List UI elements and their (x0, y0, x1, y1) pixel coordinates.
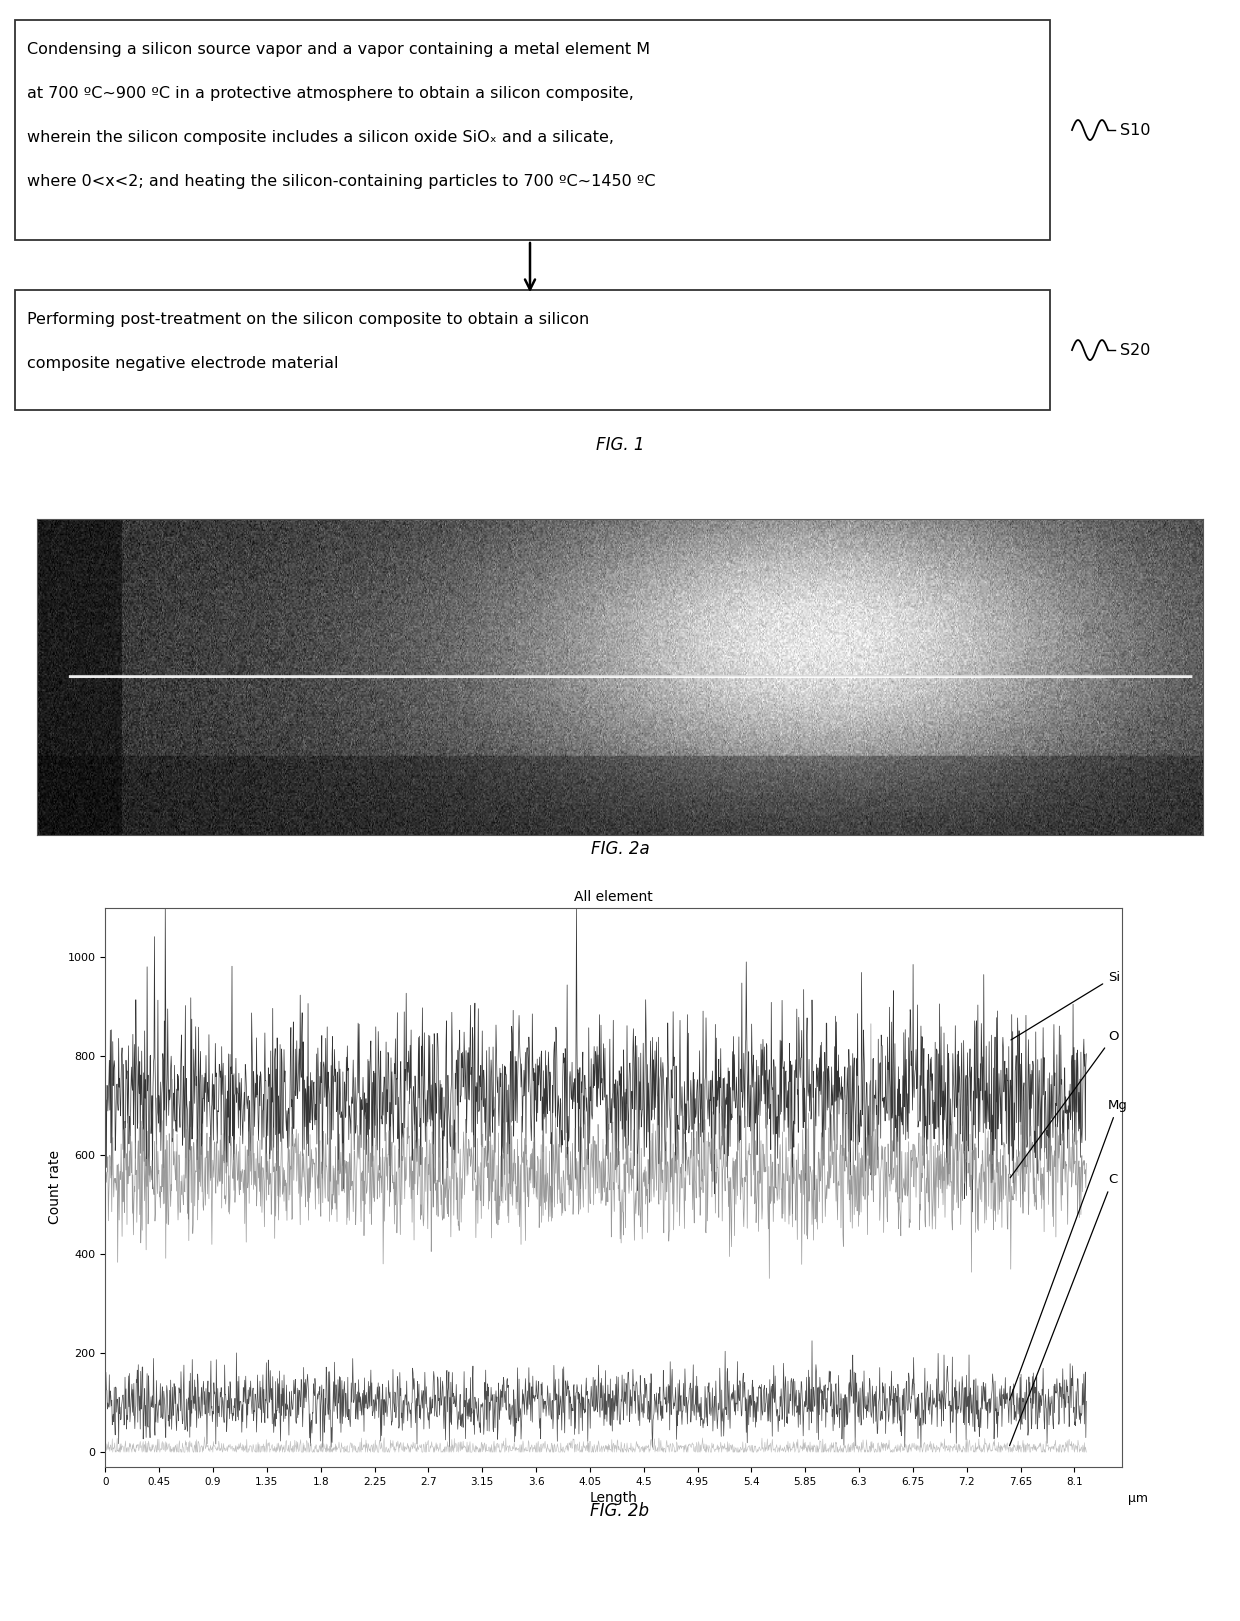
FancyBboxPatch shape (15, 19, 1050, 240)
Text: at 700 ºC~900 ºC in a protective atmosphere to obtain a silicon composite,: at 700 ºC~900 ºC in a protective atmosph… (27, 86, 634, 101)
FancyBboxPatch shape (15, 290, 1050, 410)
Y-axis label: Count rate: Count rate (48, 1151, 62, 1224)
Text: O: O (1011, 1029, 1118, 1178)
Text: Si: Si (1011, 971, 1120, 1041)
Text: Mg: Mg (1009, 1099, 1127, 1401)
Title: All element: All element (574, 890, 653, 905)
Text: FIG. 1: FIG. 1 (595, 436, 645, 454)
X-axis label: Length: Length (590, 1491, 637, 1504)
Text: FIG. 2a: FIG. 2a (590, 840, 650, 858)
Text: Condensing a silicon source vapor and a vapor containing a metal element M: Condensing a silicon source vapor and a … (27, 42, 650, 57)
Text: μm: μm (1128, 1491, 1148, 1504)
Text: composite negative electrode material: composite negative electrode material (27, 357, 339, 371)
Text: S10: S10 (1120, 123, 1151, 138)
Text: C: C (1009, 1174, 1117, 1446)
Text: FIG. 2b: FIG. 2b (590, 1501, 650, 1519)
Text: Performing post-treatment on the silicon composite to obtain a silicon: Performing post-treatment on the silicon… (27, 313, 589, 327)
Text: where 0<x<2; and heating the silicon-containing particles to 700 ºC~1450 ºC: where 0<x<2; and heating the silicon-con… (27, 173, 656, 190)
Text: S20: S20 (1120, 342, 1151, 358)
Text: wherein the silicon composite includes a silicon oxide SiOₓ and a silicate,: wherein the silicon composite includes a… (27, 130, 614, 144)
